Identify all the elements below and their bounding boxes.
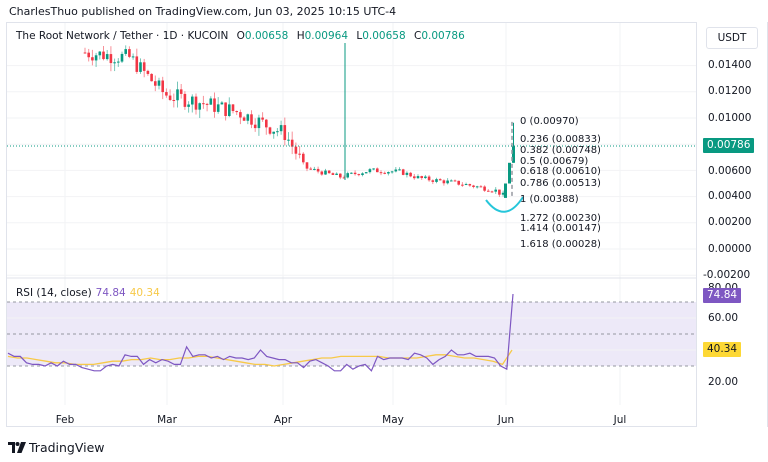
low-label: L xyxy=(356,30,363,42)
open-label: O xyxy=(236,30,245,42)
close-label: C xyxy=(413,30,422,42)
rsi-ma-badge: 40.34 xyxy=(703,342,742,357)
price-tick: 0.00600 xyxy=(708,165,752,177)
fib-level-0382: 0.382 (0.00748) xyxy=(520,145,601,156)
brand-name: TradingView xyxy=(29,440,105,455)
close-value: 0.00786 xyxy=(421,30,465,42)
rsi-value: 74.84 xyxy=(95,287,126,299)
time-tick-may: May xyxy=(382,414,404,426)
fib-level-0786: 0.786 (0.00513) xyxy=(520,178,601,189)
fib-level-0236: 0.236 (0.00833) xyxy=(520,134,601,145)
price-tick: 0.01400 xyxy=(708,59,752,71)
time-tick-mar: Mar xyxy=(157,414,177,426)
last-price-badge: 0.00786 xyxy=(703,138,755,153)
time-tick-jul: Jul xyxy=(613,414,627,426)
rsi-tick: 80.00 xyxy=(708,282,739,289)
rsi-tick: 60.00 xyxy=(708,312,739,324)
tradingview-brand[interactable]: TradingView xyxy=(8,440,105,455)
price-tick: 0.00200 xyxy=(708,216,752,228)
low-value: 0.00658 xyxy=(362,30,406,42)
high-value: 0.00964 xyxy=(304,30,349,42)
rsi-legend: RSI (14, close) 74.84 40.34 xyxy=(16,287,160,299)
fib-level-1272: 1.272 (0.00230) xyxy=(520,213,601,224)
published-caption: CharlesThuo published on TradingView.com… xyxy=(9,5,397,18)
fib-level-05: 0.5 (0.00679) xyxy=(520,156,589,167)
price-tick: 0.01200 xyxy=(708,85,752,97)
symbol-legend: The Root Network / Tether · 1D · KUCOIN … xyxy=(16,30,465,42)
fib-level-1: 1 (0.00388) xyxy=(520,194,579,205)
chart-frame xyxy=(6,22,696,427)
rsi-value-badge: 74.84 xyxy=(703,288,742,303)
rsi-tick: 20.00 xyxy=(708,376,739,388)
time-tick-feb: Feb xyxy=(55,414,75,426)
symbol-title[interactable]: The Root Network / Tether · 1D · KUCOIN xyxy=(16,30,229,42)
rsi-ma-value: 40.34 xyxy=(129,287,160,299)
time-tick-apr: Apr xyxy=(273,414,293,426)
rsi-title[interactable]: RSI (14, close) xyxy=(16,287,92,299)
price-tick: -0.00200 xyxy=(703,269,751,281)
price-tick: 0.00000 xyxy=(708,243,752,255)
price-tick: 0.01000 xyxy=(708,112,752,124)
high-label: H xyxy=(296,30,305,42)
price-tick: 0.00400 xyxy=(708,190,752,202)
time-tick-jun: Jun xyxy=(497,414,515,426)
fib-level-0618: 0.618 (0.00610) xyxy=(520,166,601,177)
fib-level-1414: 1.414 (0.00147) xyxy=(520,223,601,234)
open-value: 0.00658 xyxy=(244,30,289,42)
currency-button[interactable]: USDT xyxy=(706,27,758,49)
fib-level-0: 0 (0.00970) xyxy=(520,116,579,127)
tradingview-logo-icon xyxy=(8,442,26,453)
fib-level-1618: 1.618 (0.00028) xyxy=(520,239,601,250)
